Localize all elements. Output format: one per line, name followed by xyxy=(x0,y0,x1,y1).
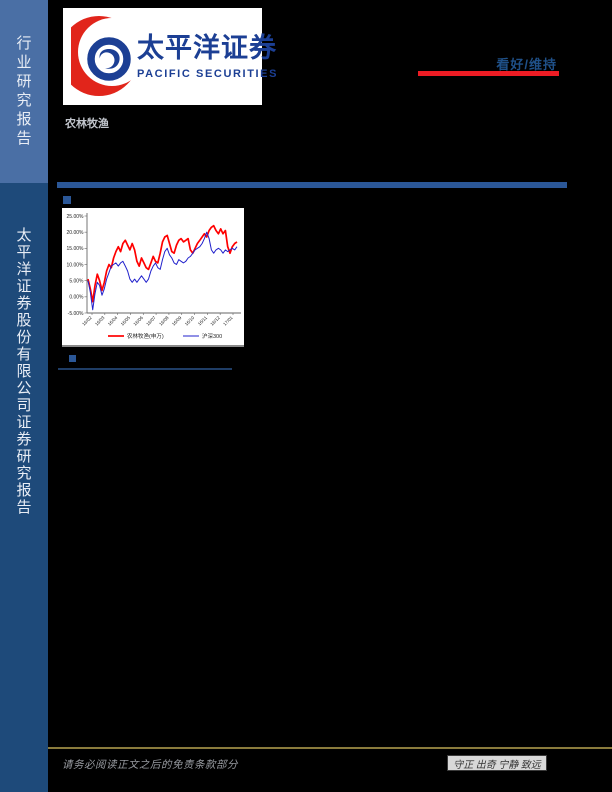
logo-english-name: PACIFIC SECURITIES xyxy=(137,68,279,80)
rating-underline xyxy=(418,71,559,76)
svg-text:16/04: 16/04 xyxy=(107,315,119,327)
logo-wordmark: 太平洋证券 PACIFIC SECURITIES xyxy=(137,26,279,80)
svg-text:20.00%: 20.00% xyxy=(67,230,85,236)
industry-sector-label: 农林牧渔 xyxy=(65,118,109,130)
logo-chinese-name: 太平洋证券 xyxy=(137,33,277,63)
section-heading-underline xyxy=(58,368,232,370)
svg-text:16/02: 16/02 xyxy=(81,315,93,327)
section-divider-bar xyxy=(57,182,567,188)
svg-text:16/06: 16/06 xyxy=(132,315,144,327)
svg-text:16/08: 16/08 xyxy=(158,315,170,327)
svg-text:16/05: 16/05 xyxy=(120,315,132,327)
rating-label: 看好/维持 xyxy=(496,57,557,72)
section-bullet-marker xyxy=(69,355,76,362)
svg-text:10.00%: 10.00% xyxy=(67,262,85,268)
sidebar-report-type-label: 行业研究报告 xyxy=(14,34,33,149)
svg-text:16/12: 16/12 xyxy=(209,315,221,327)
footer-motto-box: 守正 出奇 宁静 致远 xyxy=(447,755,547,771)
svg-text:17/01: 17/01 xyxy=(222,315,234,327)
footer-disclaimer-text: 请务必阅读正文之后的免责条款部分 xyxy=(62,760,238,771)
svg-text:16/03: 16/03 xyxy=(94,315,106,327)
sidebar-report-type-band: 行业研究报告 xyxy=(0,0,48,183)
svg-text:农林牧渔(申万): 农林牧渔(申万) xyxy=(127,332,164,340)
svg-text:0.00%: 0.00% xyxy=(69,295,84,301)
sector-performance-chart: 25.00% 20.00% 15.00% 10.00% 5.00% 0.00% -5.00%… xyxy=(62,208,244,347)
svg-text:16/09: 16/09 xyxy=(171,315,183,327)
svg-text:16/10: 16/10 xyxy=(184,315,196,327)
svg-text:-5.00%: -5.00% xyxy=(68,311,84,317)
svg-text:25.00%: 25.00% xyxy=(67,214,85,220)
sidebar-company-band: 太平洋证券股份有限公司证券研究报告 xyxy=(0,183,48,792)
sidebar-company-label: 太平洋证券股份有限公司证券研究报告 xyxy=(14,227,33,516)
svg-text:5.00%: 5.00% xyxy=(69,278,84,284)
pacific-securities-logo-icon xyxy=(71,16,135,96)
sector-performance-chart-svg: 25.00% 20.00% 15.00% 10.00% 5.00% 0.00% -5.00%… xyxy=(67,213,241,340)
footer-divider-line xyxy=(48,747,612,749)
company-logo: 太平洋证券 PACIFIC SECURITIES xyxy=(63,8,279,105)
section-bullet-marker xyxy=(63,196,71,204)
svg-text:16/11: 16/11 xyxy=(197,315,209,327)
svg-text:15.00%: 15.00% xyxy=(67,246,85,252)
svg-text:16/07: 16/07 xyxy=(145,315,157,327)
svg-text:沪深300: 沪深300 xyxy=(202,332,222,340)
